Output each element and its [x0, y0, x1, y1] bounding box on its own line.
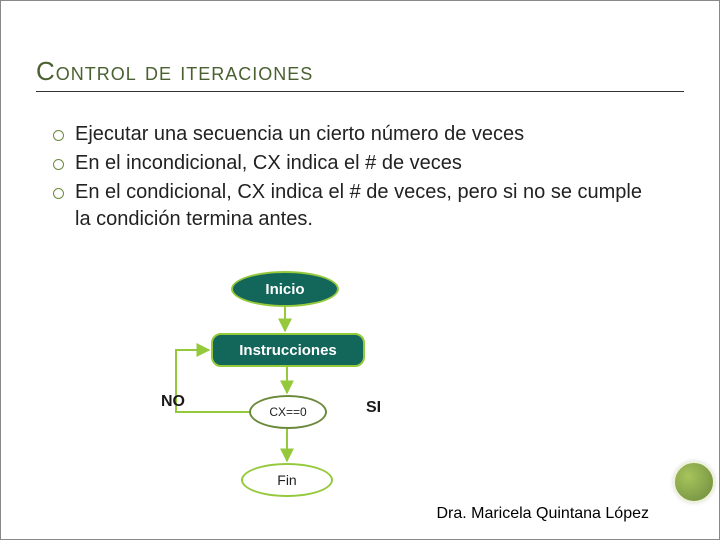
flow-label-no: NO	[161, 393, 185, 411]
flow-node-fin: Fin	[241, 463, 333, 497]
decorative-circle-icon	[673, 461, 715, 503]
list-item: En el incondicional, CX indica el # de v…	[51, 150, 659, 177]
footer-author: Dra. Maricela Quintana López	[436, 505, 649, 523]
flow-node-instrucciones: Instrucciones	[211, 333, 365, 367]
flow-label-si: SI	[366, 399, 381, 417]
list-item: En el condicional, CX indica el # de vec…	[51, 179, 659, 233]
flow-node-label: Inicio	[265, 281, 304, 298]
slide: Control de iteraciones Ejecutar una secu…	[0, 0, 720, 540]
flow-node-label: Fin	[277, 472, 296, 488]
flow-node-inicio: Inicio	[231, 271, 339, 307]
flow-node-cond: CX==0	[249, 395, 327, 429]
list-item: Ejecutar una secuencia un cierto número …	[51, 121, 659, 148]
flow-node-label: CX==0	[269, 405, 306, 419]
bullet-list: Ejecutar una secuencia un cierto número …	[51, 121, 659, 235]
flow-node-label: Instrucciones	[239, 342, 337, 359]
slide-title: Control de iteraciones	[36, 56, 684, 92]
flowchart: Inicio Instrucciones CX==0 Fin NO SI	[141, 271, 521, 521]
